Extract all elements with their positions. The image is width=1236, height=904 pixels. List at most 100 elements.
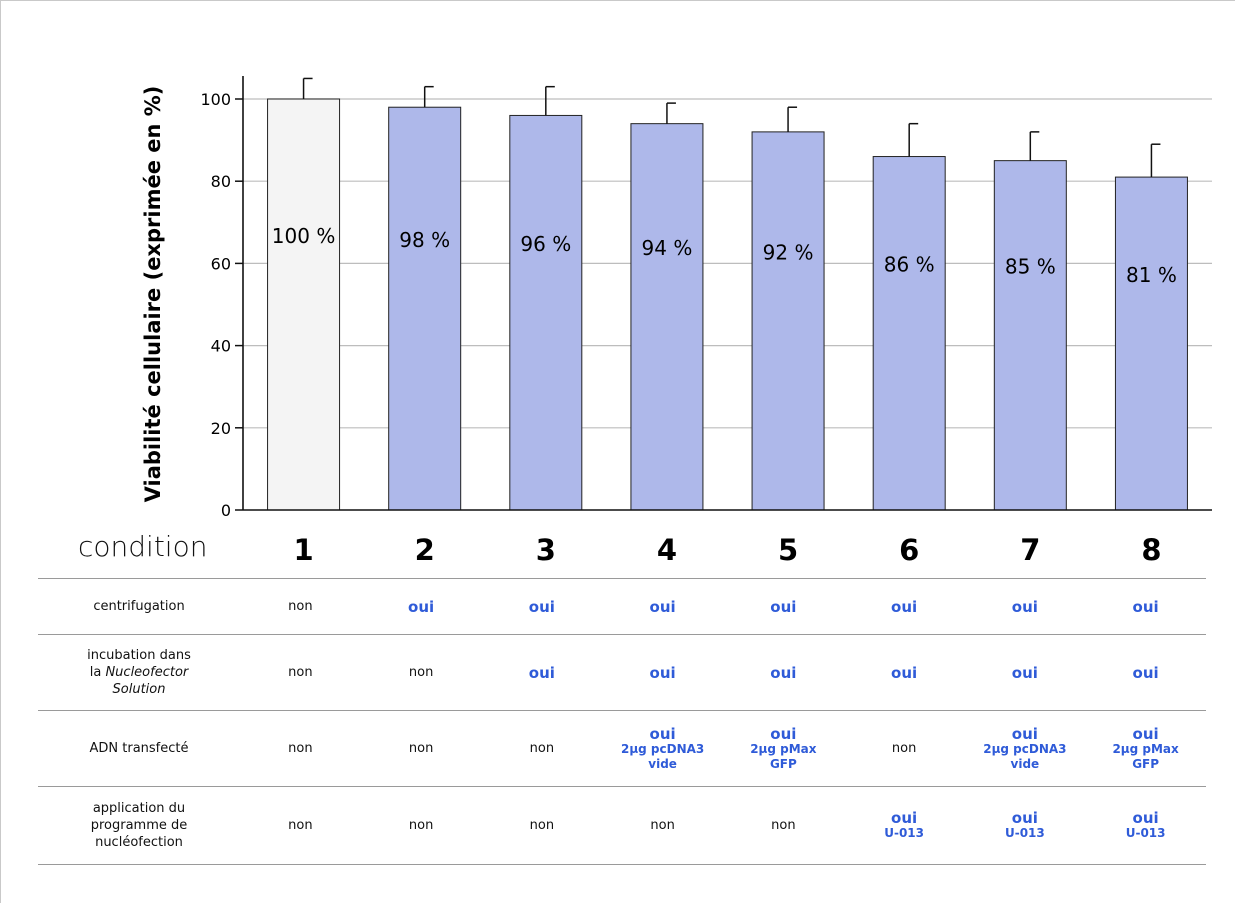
table-cell: non <box>240 634 361 711</box>
error-bars <box>302 77 1161 178</box>
table-cell: non <box>602 786 723 865</box>
row-header-line: incubation dans <box>87 648 191 663</box>
table-cell: oui 2µg pMax GFP <box>1085 710 1206 787</box>
table-cell: oui <box>602 578 723 635</box>
table-cell: oui 2µg pcDNA3 vide <box>964 710 1086 787</box>
value-detail: U-013 <box>1125 826 1166 840</box>
value-detail: GFP <box>1132 756 1160 771</box>
value-non: non <box>408 741 434 756</box>
data-label: 92 % <box>763 240 814 264</box>
data-label: 81 % <box>1126 263 1177 287</box>
value-detail: U-013 <box>884 826 925 840</box>
y-tick-label: 100 <box>200 90 231 109</box>
value-oui: oui <box>1132 724 1159 743</box>
x-tick-label: 6 <box>899 533 919 567</box>
value-non: non <box>288 665 313 680</box>
x-tick-labels: 1 2 3 4 5 6 7 8 <box>293 533 1161 567</box>
value-non: non <box>650 818 675 833</box>
table-cell: non <box>240 710 361 787</box>
bar <box>1114 176 1188 511</box>
bar <box>630 123 704 511</box>
table-cell: oui <box>1085 634 1206 711</box>
value-oui: oui <box>1132 663 1159 682</box>
value-non: non <box>891 741 917 756</box>
value-oui: oui <box>528 597 555 616</box>
value-detail: vide <box>648 756 677 771</box>
value-oui: oui <box>770 724 797 743</box>
value-non: non <box>529 741 555 756</box>
value-oui: oui <box>1011 597 1038 616</box>
table-cell: oui <box>481 634 603 711</box>
y-tick-label: 20 <box>211 419 231 438</box>
row-header-line: la <box>89 665 106 680</box>
data-label: 96 % <box>520 232 571 256</box>
table-cell: oui <box>843 634 965 711</box>
axes <box>235 76 1212 511</box>
bar <box>388 106 462 511</box>
table-row: ADN transfecté non non non oui 2µg pcDNA3 vide… <box>38 710 1206 787</box>
table-row: centrifugation non oui oui oui oui oui oui oui <box>38 578 1206 635</box>
table-cell: oui U-013 <box>843 786 965 865</box>
table-cell: non <box>240 786 361 865</box>
value-non: non <box>288 741 313 756</box>
value-oui: oui <box>770 597 797 616</box>
bar <box>751 131 825 511</box>
row-header-line: programme de <box>90 818 188 833</box>
y-tick-label: 40 <box>211 337 231 356</box>
data-label: 94 % <box>642 236 693 260</box>
data-label: 85 % <box>1005 255 1056 279</box>
table-cell: oui <box>843 578 965 635</box>
table-cell: oui U-013 <box>964 786 1086 865</box>
bar-chart: 100 % 98 % 96 % 94 % 92 % 86 % 85 % 81 % 0 20 40 6… <box>141 76 1212 567</box>
y-tick-label: 0 <box>221 501 231 520</box>
bar <box>267 98 341 511</box>
value-non: non <box>288 818 313 833</box>
table-cell: non <box>360 786 482 865</box>
y-tick-label: 60 <box>211 254 231 273</box>
x-tick-label: 2 <box>415 533 435 567</box>
value-non: non <box>408 818 434 833</box>
table-cell: non <box>240 578 361 635</box>
value-non: non <box>408 665 434 680</box>
table-cell: oui <box>964 634 1086 711</box>
table-cell: oui U-013 <box>1085 786 1206 865</box>
row-header: centrifugation <box>38 578 240 635</box>
row-header-line: application du <box>92 801 186 816</box>
table-cell: oui <box>723 634 844 711</box>
table-cell: oui <box>723 578 844 635</box>
bar <box>872 156 946 511</box>
data-label: 86 % <box>884 253 935 277</box>
conditions-table: centrifugation non oui oui oui oui oui oui oui in… <box>38 578 1206 865</box>
value-oui: oui <box>408 597 435 616</box>
row-header: incubation dans la Nucleofector Solution <box>38 634 240 711</box>
bar <box>993 160 1067 511</box>
value-oui: oui <box>1011 724 1038 743</box>
value-oui: oui <box>891 663 918 682</box>
x-tick-label: 1 <box>293 533 313 567</box>
table-cell: non <box>481 786 603 865</box>
value-oui: oui <box>891 809 918 827</box>
row-header: ADN transfecté <box>38 710 240 787</box>
value-oui: oui <box>649 724 676 743</box>
value-oui: oui <box>1011 809 1038 827</box>
table-cell: oui <box>602 634 723 711</box>
value-detail: U-013 <box>1004 826 1045 840</box>
data-label: 100 % <box>272 224 336 248</box>
table-row: application du programme de nucléofection n… <box>38 786 1206 865</box>
value-oui: oui <box>649 663 676 682</box>
x-tick-label: 8 <box>1141 533 1161 567</box>
x-tick-label: 3 <box>536 533 556 567</box>
x-axis-title: condition <box>78 530 208 563</box>
row-header: application du programme de nucléofection <box>38 786 240 865</box>
table-cell: oui 2µg pcDNA3 vide <box>602 710 723 787</box>
bars <box>267 98 1188 511</box>
table-cell: oui <box>964 578 1086 635</box>
row-header-line: Nucleofector <box>105 665 189 680</box>
table-cell: oui <box>360 578 482 635</box>
x-tick-label: 4 <box>657 533 677 567</box>
row-header-line: Solution <box>112 682 166 697</box>
table-cell: oui 2µg pMax GFP <box>723 710 844 787</box>
x-tick-label: 7 <box>1020 533 1040 567</box>
table-cell: non <box>360 710 482 787</box>
